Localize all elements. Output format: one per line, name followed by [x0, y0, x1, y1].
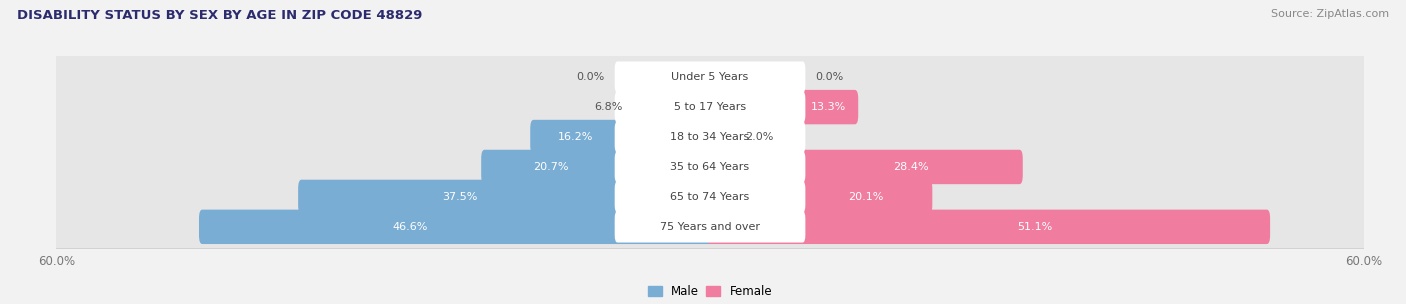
- Text: 2.0%: 2.0%: [745, 132, 773, 142]
- Text: 6.8%: 6.8%: [595, 102, 623, 112]
- Text: Under 5 Years: Under 5 Years: [672, 72, 748, 82]
- Text: 16.2%: 16.2%: [558, 132, 593, 142]
- Legend: Male, Female: Male, Female: [648, 285, 772, 298]
- FancyBboxPatch shape: [707, 210, 1270, 244]
- Text: DISABILITY STATUS BY SEX BY AGE IN ZIP CODE 48829: DISABILITY STATUS BY SEX BY AGE IN ZIP C…: [17, 9, 422, 22]
- FancyBboxPatch shape: [53, 176, 1367, 218]
- FancyBboxPatch shape: [53, 86, 1367, 128]
- FancyBboxPatch shape: [481, 150, 713, 184]
- Text: 20.1%: 20.1%: [848, 192, 883, 202]
- FancyBboxPatch shape: [200, 210, 713, 244]
- Text: 28.4%: 28.4%: [893, 162, 929, 172]
- Text: 65 to 74 Years: 65 to 74 Years: [671, 192, 749, 202]
- FancyBboxPatch shape: [633, 90, 713, 124]
- FancyBboxPatch shape: [614, 92, 806, 123]
- FancyBboxPatch shape: [614, 181, 806, 212]
- Text: 75 Years and over: 75 Years and over: [659, 222, 761, 232]
- Text: 51.1%: 51.1%: [1017, 222, 1052, 232]
- Text: 13.3%: 13.3%: [811, 102, 846, 112]
- FancyBboxPatch shape: [614, 151, 806, 183]
- FancyBboxPatch shape: [614, 211, 806, 243]
- Text: 46.6%: 46.6%: [392, 222, 427, 232]
- FancyBboxPatch shape: [530, 120, 713, 154]
- FancyBboxPatch shape: [614, 61, 806, 93]
- FancyBboxPatch shape: [707, 90, 858, 124]
- Text: 0.0%: 0.0%: [576, 72, 605, 82]
- FancyBboxPatch shape: [707, 180, 932, 214]
- FancyBboxPatch shape: [614, 121, 806, 153]
- Text: 20.7%: 20.7%: [533, 162, 568, 172]
- Text: 0.0%: 0.0%: [815, 72, 844, 82]
- FancyBboxPatch shape: [53, 56, 1367, 98]
- Text: 18 to 34 Years: 18 to 34 Years: [671, 132, 749, 142]
- Text: 37.5%: 37.5%: [441, 192, 477, 202]
- Text: 35 to 64 Years: 35 to 64 Years: [671, 162, 749, 172]
- FancyBboxPatch shape: [707, 120, 735, 154]
- FancyBboxPatch shape: [298, 180, 713, 214]
- FancyBboxPatch shape: [53, 206, 1367, 248]
- FancyBboxPatch shape: [707, 150, 1022, 184]
- FancyBboxPatch shape: [53, 146, 1367, 188]
- Text: 5 to 17 Years: 5 to 17 Years: [673, 102, 747, 112]
- Text: Source: ZipAtlas.com: Source: ZipAtlas.com: [1271, 9, 1389, 19]
- FancyBboxPatch shape: [53, 116, 1367, 158]
